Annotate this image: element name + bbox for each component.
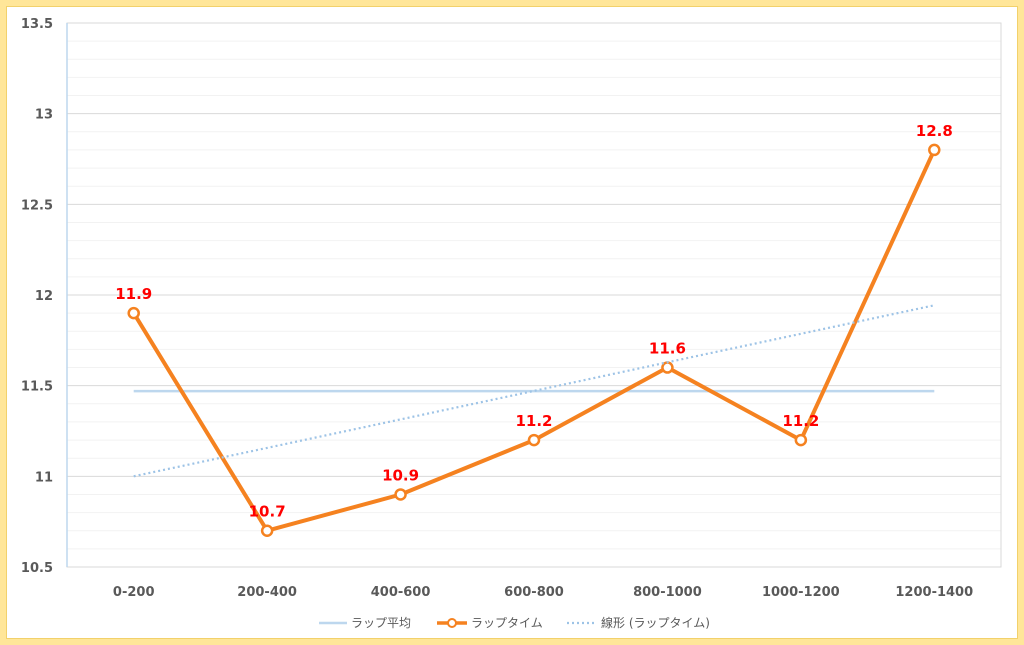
y-tick-label: 11 xyxy=(35,470,53,485)
data-label-lap-time: 12.8 xyxy=(916,122,953,140)
data-point-lap-time xyxy=(794,433,808,447)
legend-label: ラップ平均 xyxy=(351,616,411,630)
series-line-trend xyxy=(133,304,935,478)
lap-time-chart: 10.5 11 11.5 12 12.5 13 13.5 0-200 200-400 400-60… xyxy=(21,17,1002,630)
data-label-lap-time: 11.2 xyxy=(782,412,819,430)
y-tick-label: 10.5 xyxy=(21,561,53,576)
data-label-lap-time: 10.9 xyxy=(382,466,419,484)
data-label-lap-time: 11.9 xyxy=(115,285,152,303)
data-point-lap-time xyxy=(394,488,407,501)
data-label-lap-time: 10.7 xyxy=(249,503,286,521)
x-tick-label: 0-200 xyxy=(113,585,155,600)
axes: 10.5 11 11.5 12 12.5 13 13.5 0-200 200-400 400-60… xyxy=(21,17,973,600)
x-tick-label: 1000-1200 xyxy=(762,585,840,600)
data-point-lap-time xyxy=(260,524,274,537)
data-label-lap-time: 11.2 xyxy=(515,412,552,430)
y-tick-label: 13.5 xyxy=(21,17,53,32)
legend-label: ラップタイム xyxy=(471,616,543,630)
x-tick-label: 600-800 xyxy=(504,585,564,600)
gridlines xyxy=(66,22,1002,568)
x-tick-label: 400-600 xyxy=(371,585,431,600)
y-tick-label: 11.5 xyxy=(21,380,53,395)
y-tick-label: 12.5 xyxy=(21,198,53,213)
legend: ラップ平均 ラップタイム 線形 (ラップタイム) xyxy=(319,615,710,630)
series xyxy=(127,143,941,537)
chart-frame: 10.5 11 11.5 12 12.5 13 13.5 0-200 200-400 400-60… xyxy=(6,6,1018,639)
data-label-lap-time: 11.6 xyxy=(649,340,686,358)
data-point-lap-time xyxy=(527,433,541,447)
x-tick-label: 1200-1400 xyxy=(895,585,973,600)
data-labels: 11.9 10.7 10.9 11.2 11.6 11.2 12.8 xyxy=(115,122,953,521)
data-point-lap-time xyxy=(928,143,941,157)
legend-label: 線形 (ラップタイム) xyxy=(601,615,710,630)
y-tick-label: 13 xyxy=(35,108,53,123)
y-tick-label: 12 xyxy=(35,289,53,304)
x-tick-label: 800-1000 xyxy=(633,585,702,600)
data-point-lap-time xyxy=(127,306,140,320)
legend-marker-lap-time xyxy=(447,618,457,628)
series-line-lap-time xyxy=(131,149,937,533)
x-tick-label: 200-400 xyxy=(237,585,297,600)
